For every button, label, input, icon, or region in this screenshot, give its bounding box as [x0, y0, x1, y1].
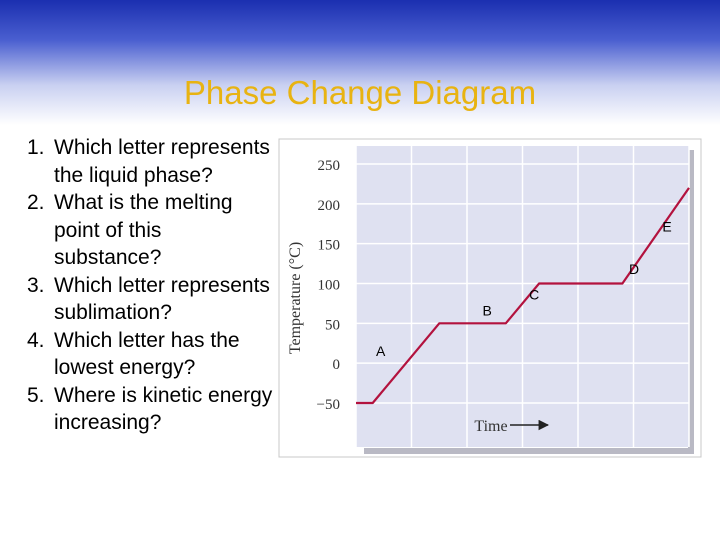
- question-number: 2.: [27, 191, 45, 214]
- question-list: 1. Which letter represents the liquid pha…: [22, 134, 274, 437]
- y-tick-label: 100: [318, 278, 341, 294]
- annotations: A B C D E: [376, 219, 672, 359]
- y-tick-label: 150: [318, 238, 341, 254]
- question-number: 3.: [27, 273, 45, 297]
- point-label-c: C: [529, 286, 539, 302]
- x-axis-label: Time: [474, 418, 507, 435]
- y-tick-label: −50: [317, 397, 340, 413]
- question-number: 1.: [27, 136, 45, 159]
- question-item: 3. Which letter represents sublimation?: [22, 272, 274, 327]
- point-label-d: D: [629, 261, 639, 277]
- question-item: 1. Which letter represents the liquid pha…: [22, 134, 274, 189]
- question-text: Which letter represents the liquid phase…: [54, 136, 270, 187]
- question-text: Where is kinetic energy increasing?: [54, 383, 273, 435]
- slide-title: Phase Change Diagram: [183, 74, 537, 111]
- point-label-b: B: [483, 302, 492, 318]
- y-tick-label: 50: [325, 317, 340, 333]
- question-number: 4.: [27, 328, 45, 352]
- chart-shadow-bottom: [364, 448, 694, 454]
- question-number: 5.: [27, 383, 45, 407]
- question-text: What is the melting point of this substa…: [54, 191, 233, 269]
- phase-change-chart: 250 200 150 100 50 0 −50 Temperature (°C) Time…: [278, 138, 702, 458]
- y-tick-label: 200: [318, 198, 341, 214]
- question-text: Which letter has the lowest energy?: [54, 328, 240, 380]
- chart-shadow-right: [688, 150, 694, 454]
- series-line: [356, 187, 690, 405]
- point-label-e: E: [662, 219, 671, 235]
- point-label-a: A: [376, 343, 386, 359]
- question-item: 4. Which letter has the lowest energy?: [22, 327, 274, 382]
- question-item: 5. Where is kinetic energy increasing?: [22, 382, 274, 437]
- grid-lines: [355, 146, 690, 447]
- y-axis-ticks: 250 200 150 100 50 0 −50: [317, 158, 340, 413]
- y-tick-label: 0: [333, 357, 341, 373]
- y-tick-label: 250: [318, 158, 341, 174]
- y-axis-label: Temperature (°C): [287, 242, 304, 354]
- chart-svg: 250 200 150 100 50 0 −50 Temperature (°C) Time…: [278, 138, 702, 458]
- question-text: Which letter represents sublimation?: [54, 273, 270, 325]
- question-item: 2. What is the melting point of this subs…: [22, 189, 274, 272]
